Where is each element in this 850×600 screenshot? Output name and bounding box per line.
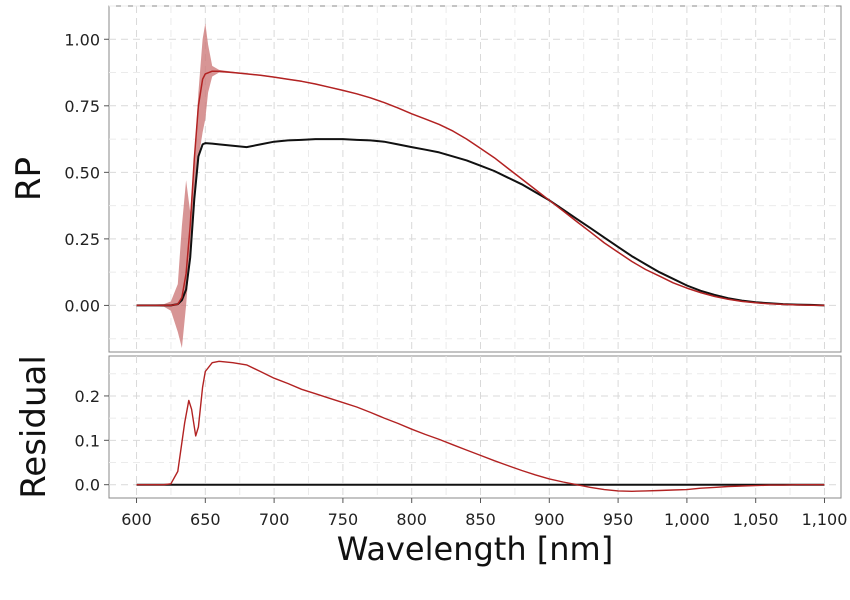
x-tick-label: 750 [328,510,359,529]
top-panel-frame [108,5,842,353]
y-tick-label: 0.00 [64,296,100,315]
bottom-y-axis-title: Residual [14,355,54,499]
x-tick-label: 1,000 [664,510,710,529]
x-ticks: 600 650 700 750 800 850 900 950 1,000 1,050 1,100 [121,498,847,529]
y-tick-label: 0.0 [75,476,100,495]
y-tick-label: 1.00 [64,30,100,49]
residual-line [136,360,825,492]
x-tick-label: 950 [603,510,634,529]
x-tick-label: 800 [396,510,427,529]
bottom-panel-frame [108,355,842,499]
top-series-lines [136,70,825,307]
y-tick-label: 0.50 [64,163,100,182]
bottom-series-lines [136,360,825,492]
x-tick-label: 700 [259,510,290,529]
x-tick-label: 650 [190,510,221,529]
y-tick-label: 0.1 [75,431,100,450]
top-y-ticks: 0.00 0.25 0.50 0.75 1.00 [64,30,109,315]
bottom-panel: 0.0 0.1 0.2 600 650 700 750 800 850 900 950 1,000 1… [14,355,847,568]
top-gridlines [109,5,841,352]
model-band-area [136,23,825,349]
y-tick-label: 0.25 [64,230,100,249]
bottom-y-ticks: 0.0 0.1 0.2 [75,387,109,495]
model-uncertainty-band [136,23,825,349]
reference-line [136,138,825,307]
x-tick-label: 850 [465,510,496,529]
x-tick-label: 600 [121,510,152,529]
x-tick-label: 900 [534,510,565,529]
x-tick-label: 1,050 [733,510,779,529]
top-y-axis-title: RP [9,157,49,201]
top-panel: 0.00 0.25 0.50 0.75 1.00 RP [9,5,842,353]
model-line [136,70,825,307]
x-axis-title: Wavelength [nm] [337,530,613,568]
y-tick-label: 0.2 [75,387,100,406]
y-tick-label: 0.75 [64,97,100,116]
x-tick-label: 1,100 [802,510,848,529]
